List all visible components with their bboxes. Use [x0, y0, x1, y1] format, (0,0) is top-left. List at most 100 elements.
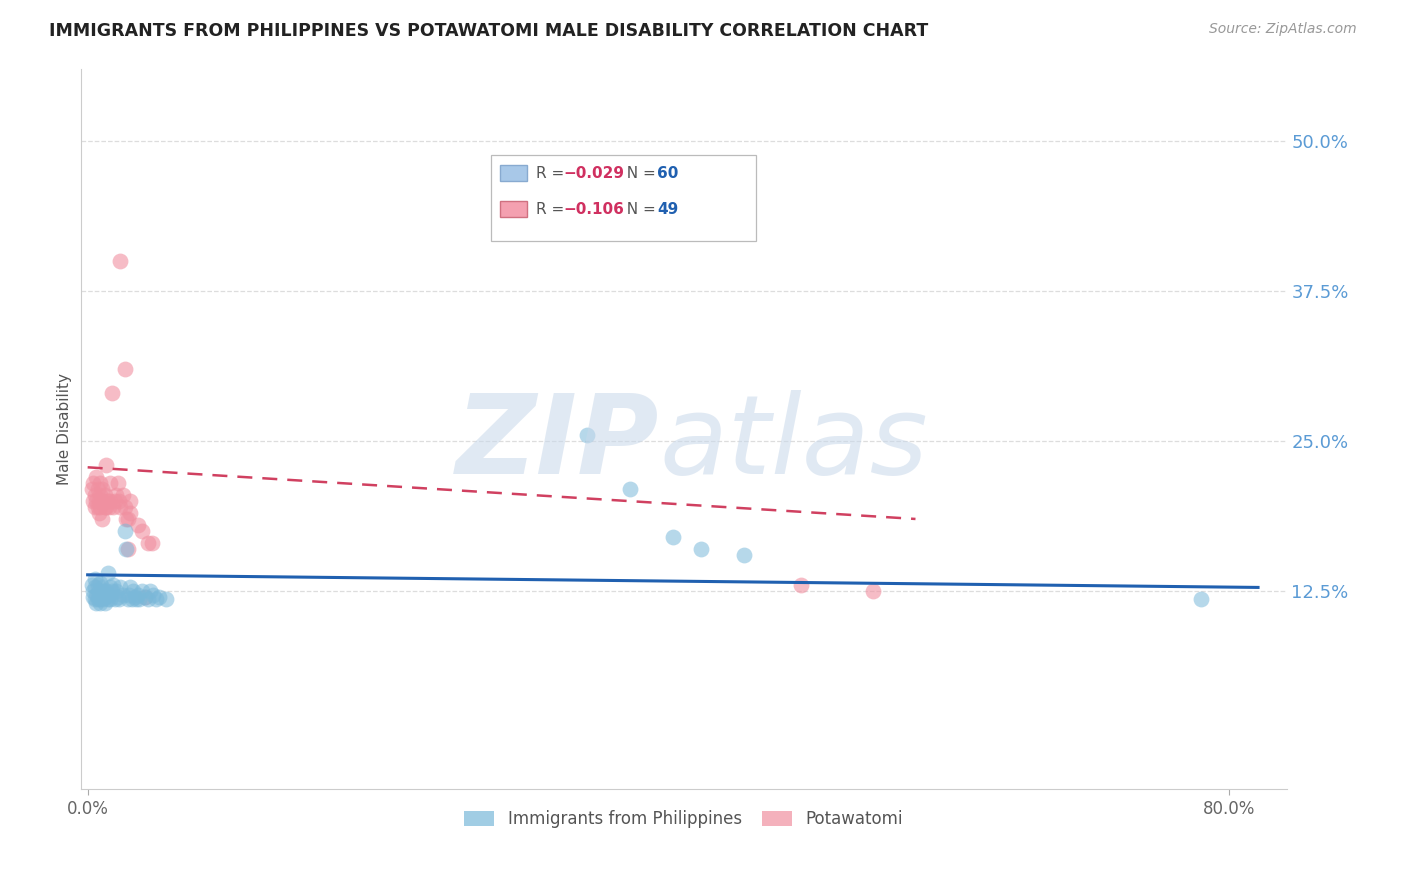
Point	[96, 500, 118, 514]
Point	[148, 590, 170, 604]
Point	[121, 592, 143, 607]
Point	[134, 590, 156, 604]
Point	[136, 536, 159, 550]
Point	[82, 584, 104, 599]
Point	[90, 588, 112, 602]
Point	[90, 581, 112, 595]
Point	[83, 581, 105, 595]
Point	[134, 590, 156, 604]
Point	[108, 592, 131, 607]
Point	[84, 596, 107, 610]
Point	[97, 566, 120, 580]
Point	[862, 584, 884, 599]
Point	[84, 494, 107, 508]
Point	[96, 584, 118, 599]
Point	[100, 592, 122, 607]
Point	[117, 541, 139, 556]
Point	[93, 584, 115, 599]
Point	[80, 482, 103, 496]
Point	[83, 572, 105, 586]
Point	[104, 494, 127, 508]
Point	[101, 385, 124, 400]
Point	[136, 592, 159, 607]
Point	[90, 482, 112, 496]
Point	[120, 494, 142, 508]
Point	[127, 588, 149, 602]
Text: 49: 49	[657, 202, 678, 217]
Point	[98, 588, 121, 602]
Point	[83, 592, 105, 607]
Point	[89, 596, 111, 610]
Point	[103, 500, 125, 514]
Point	[87, 494, 110, 508]
Text: ZIP: ZIP	[456, 390, 659, 497]
Point	[1189, 592, 1212, 607]
Point	[115, 512, 138, 526]
Point	[114, 524, 136, 538]
Text: −0.106: −0.106	[562, 202, 624, 217]
Point	[114, 500, 136, 514]
Point	[117, 512, 139, 526]
Point	[122, 584, 145, 599]
Point	[94, 590, 117, 604]
Point	[145, 592, 167, 607]
Point	[105, 488, 128, 502]
Point	[662, 530, 685, 544]
Point	[86, 592, 108, 607]
Y-axis label: Male Disability: Male Disability	[58, 373, 72, 485]
Point	[101, 584, 124, 599]
Point	[93, 592, 115, 607]
Point	[83, 500, 105, 514]
Point	[86, 482, 108, 496]
Point	[82, 475, 104, 490]
Point	[86, 578, 108, 592]
Point	[115, 541, 138, 556]
Point	[139, 584, 162, 599]
Point	[100, 494, 122, 508]
Text: −0.029: −0.029	[562, 166, 624, 180]
Point	[141, 536, 163, 550]
Point	[86, 500, 108, 514]
Point	[142, 588, 165, 602]
Point	[100, 581, 122, 595]
Point	[82, 494, 104, 508]
Point	[87, 506, 110, 520]
Point	[733, 548, 755, 562]
Point	[87, 590, 110, 604]
Point	[96, 458, 118, 472]
Point	[619, 482, 641, 496]
FancyBboxPatch shape	[491, 155, 756, 242]
FancyBboxPatch shape	[501, 201, 527, 217]
Point	[124, 590, 146, 604]
Point	[87, 584, 110, 599]
Point	[131, 584, 153, 599]
Point	[125, 592, 148, 607]
Text: Source: ZipAtlas.com: Source: ZipAtlas.com	[1209, 22, 1357, 37]
Point	[89, 575, 111, 590]
Point	[89, 500, 111, 514]
Text: atlas: atlas	[659, 390, 928, 497]
Point	[103, 578, 125, 592]
Point	[128, 592, 150, 607]
Point	[89, 488, 111, 502]
Point	[120, 581, 142, 595]
Point	[112, 488, 135, 502]
Text: N =: N =	[617, 202, 661, 217]
Point	[131, 524, 153, 538]
Point	[97, 494, 120, 508]
Point	[110, 500, 132, 514]
Point	[108, 494, 131, 508]
Point	[117, 592, 139, 607]
Point	[89, 592, 111, 607]
Text: N =: N =	[617, 166, 661, 180]
Point	[97, 592, 120, 607]
Point	[84, 470, 107, 484]
Point	[83, 488, 105, 502]
Point	[100, 475, 122, 490]
Text: R =: R =	[537, 202, 569, 217]
Point	[104, 592, 127, 607]
Point	[112, 588, 135, 602]
Point	[576, 428, 599, 442]
Point	[114, 361, 136, 376]
Point	[93, 494, 115, 508]
